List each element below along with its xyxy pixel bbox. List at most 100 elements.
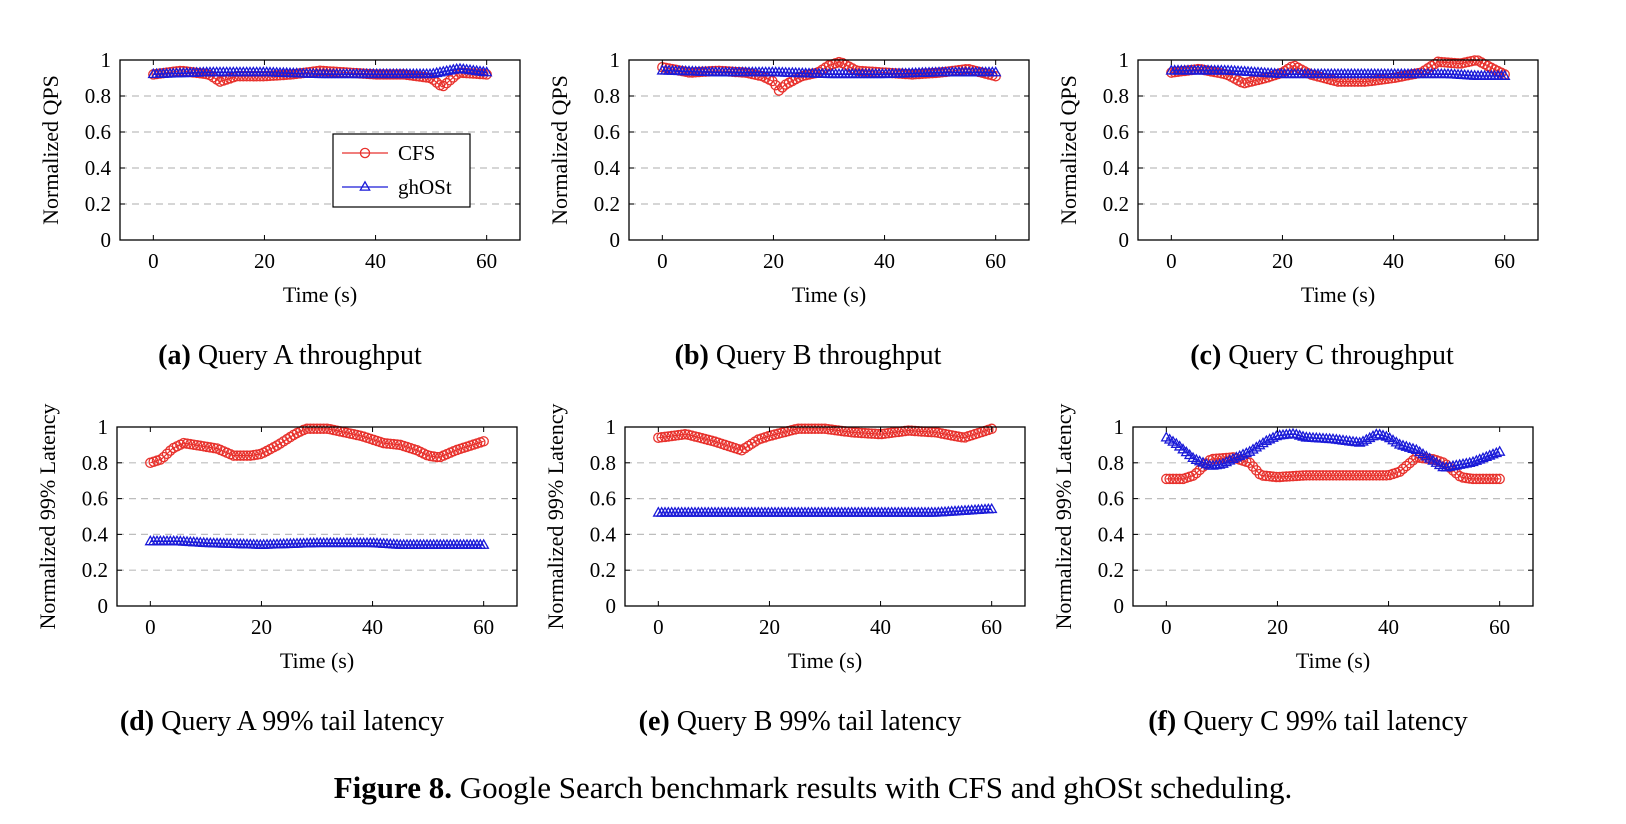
data-point-CFS	[1164, 473, 1175, 485]
data-point-CFS	[773, 85, 785, 96]
data-point-CFS	[1187, 470, 1199, 481]
chart-panel-f: 0 20 40 60 0 0.2 0.4 0.6 0.8 1 Time (s) Normalized …	[1051, 403, 1534, 673]
data-point-CFS	[1191, 467, 1202, 479]
data-point-CFS	[859, 427, 871, 439]
data-point-CFS	[1457, 472, 1469, 483]
data-point-ghOSt	[1297, 430, 1309, 441]
data-point-CFS	[1287, 470, 1299, 482]
x-tick-label: 40	[874, 249, 895, 273]
data-point-CFS	[873, 428, 884, 440]
legend-marker-CFS	[359, 147, 371, 159]
data-point-ghOSt	[1493, 445, 1506, 456]
chart-panel-b: 0 20 40 60 0 0.2 0.4 0.6 0.8 1 Time (s) Normalized …	[547, 48, 1030, 307]
data-point-CFS	[1174, 473, 1185, 485]
data-point-CFS	[185, 438, 196, 450]
data-point-CFS	[425, 450, 436, 462]
data-point-CFS	[666, 430, 677, 442]
x-tick-label: 60	[981, 615, 1002, 639]
data-point-CFS	[391, 439, 403, 450]
chart-panel-e: 0 20 40 60 0 0.2 0.4 0.6 0.8 1 Time (s) Normalized …	[543, 403, 1026, 673]
data-point-CFS	[211, 74, 222, 85]
caption-e: (e) Query B 99% tail latency	[639, 706, 962, 738]
data-point-CFS	[1161, 473, 1172, 485]
data-point-CFS	[1214, 453, 1225, 464]
x-tick-label: 20	[763, 249, 784, 273]
data-point-CFS	[385, 438, 396, 450]
data-point-CFS	[1474, 473, 1485, 485]
data-point-CFS	[1291, 470, 1302, 482]
plot-frame	[624, 426, 1026, 607]
y-tick-label: 0.2	[82, 558, 108, 582]
data-point-CFS	[889, 427, 901, 438]
y-tick-label: 0.6	[1098, 487, 1124, 511]
figure-caption: Figure 8. Google Search benchmark result…	[334, 770, 1293, 806]
data-point-CFS	[408, 70, 419, 81]
series-markers-ghOSt	[147, 62, 493, 79]
data-point-CFS	[1461, 472, 1472, 484]
legend-box	[332, 133, 471, 208]
chart-panel-d: 0 20 40 60 0 0.2 0.4 0.6 0.8 1 Time (s) Normalized …	[35, 403, 518, 673]
data-point-CFS	[318, 423, 329, 435]
legend-marker-ghOSt	[359, 180, 371, 191]
data-point-CFS	[238, 450, 249, 461]
data-point-CFS	[770, 79, 781, 91]
data-point-CFS	[1207, 453, 1219, 465]
data-point-CFS	[301, 423, 313, 435]
data-point-CFS	[1394, 466, 1405, 477]
series-markers-ghOSt	[144, 535, 490, 549]
data-point-CFS	[308, 423, 319, 435]
data-point-CFS	[836, 425, 847, 437]
data-point-CFS	[1467, 473, 1479, 485]
data-point-CFS	[1442, 57, 1454, 68]
y-tick-label: 1	[606, 415, 617, 439]
data-point-CFS	[1327, 470, 1339, 481]
data-point-CFS	[1257, 470, 1269, 481]
data-point-CFS	[819, 423, 831, 435]
data-point-CFS	[863, 428, 874, 439]
data-point-CFS	[663, 431, 674, 442]
y-tick-label: 0.8	[590, 451, 616, 475]
data-point-CFS	[1364, 470, 1375, 481]
data-point-CFS	[431, 451, 443, 463]
y-tick-label: 0	[101, 228, 112, 252]
data-point-CFS	[1491, 473, 1502, 485]
data-point-CFS	[806, 423, 817, 435]
data-point-CFS	[1169, 66, 1180, 78]
data-point-CFS	[866, 428, 877, 439]
data-point-CFS	[883, 427, 894, 439]
x-tick-label: 0	[657, 249, 668, 273]
chart-panel-a: 0 20 40 60 0 0.2 0.4 0.6 0.8 1 Time (s) Normalized …	[38, 48, 521, 307]
x-tick-label: 60	[1489, 615, 1510, 639]
y-tick-label: 0.4	[1098, 522, 1125, 546]
data-point-CFS	[1371, 470, 1382, 481]
data-point-CFS	[378, 437, 389, 449]
series-markers-ghOSt	[1160, 427, 1506, 472]
data-point-CFS	[823, 423, 834, 435]
data-point-CFS	[305, 423, 316, 435]
series-markers-ghOSt	[652, 502, 998, 517]
data-point-ghOSt	[1367, 430, 1379, 441]
caption-a: (a) Query A throughput	[158, 340, 422, 372]
data-point-ghOSt	[1270, 429, 1283, 441]
data-point-CFS	[198, 68, 209, 79]
data-point-CFS	[381, 438, 393, 449]
x-axis-label: Time (s)	[1296, 648, 1370, 673]
y-tick-label: 0.2	[1098, 558, 1124, 582]
data-point-CFS	[444, 75, 456, 86]
x-tick-label: 0	[145, 615, 156, 639]
data-point-CFS	[1381, 470, 1392, 481]
data-point-CFS	[1351, 470, 1362, 481]
data-point-CFS	[281, 69, 292, 81]
data-point-CFS	[1471, 473, 1482, 485]
data-point-ghOSt	[480, 66, 493, 77]
y-tick-label: 0.4	[85, 156, 112, 180]
data-point-CFS	[1171, 473, 1182, 485]
y-axis-label: Normalized 99% Latency	[35, 403, 60, 629]
data-point-ghOSt	[477, 538, 490, 549]
data-point-CFS	[1264, 471, 1275, 482]
caption-d-label: (d)	[119, 706, 155, 737]
x-tick-label: 20	[759, 615, 780, 639]
data-point-CFS	[796, 423, 807, 435]
data-point-CFS	[1484, 473, 1495, 485]
y-tick-label: 0.6	[590, 487, 616, 511]
